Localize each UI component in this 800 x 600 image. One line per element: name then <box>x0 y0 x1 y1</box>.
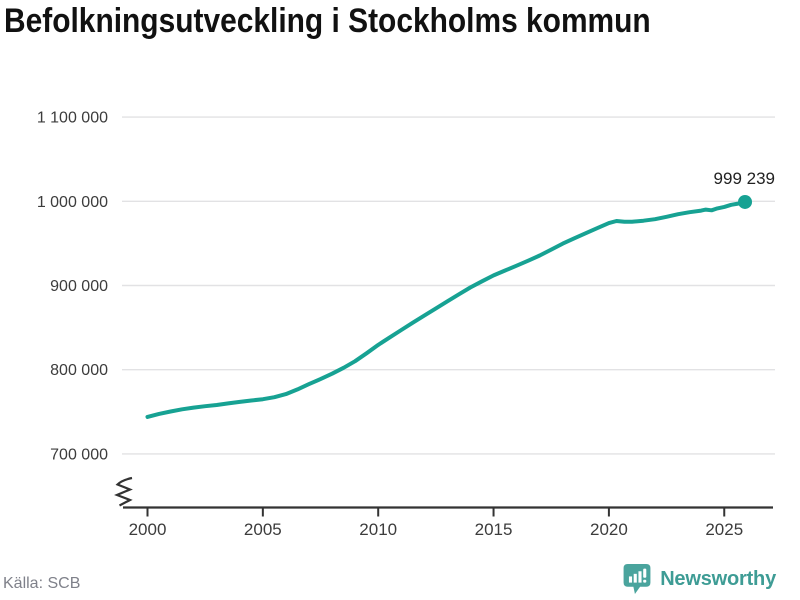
y-tick-label: 800 000 <box>50 362 108 379</box>
chart-title: Befolkningsutveckling i Stockholms kommu… <box>4 2 651 40</box>
x-tick-label: 2010 <box>359 520 397 539</box>
source-label: Källa: SCB <box>3 575 81 592</box>
endpoint-dot <box>738 194 753 209</box>
x-tick-label: 2025 <box>705 520 743 539</box>
y-tick-label: 900 000 <box>50 278 108 295</box>
newsworthy-wordmark: Newsworthy <box>660 567 776 590</box>
x-tick-label: 2005 <box>244 520 282 539</box>
bar-tall <box>638 571 642 583</box>
population-line <box>145 199 747 419</box>
x-tick-label: 2015 <box>475 520 513 539</box>
endpoint-label: 999 239 <box>714 169 775 188</box>
bar-medium <box>633 573 637 583</box>
newsworthy-icon <box>623 564 651 594</box>
axis-break-icon <box>114 476 133 507</box>
y-tick-label: 700 000 <box>50 446 108 463</box>
x-tick-label: 2020 <box>590 520 628 539</box>
newsworthy-logo: Newsworthy <box>622 563 776 595</box>
y-tick-label: 1 000 000 <box>37 194 108 211</box>
x-tick-label: 2000 <box>129 520 167 539</box>
exclamation-dot <box>643 579 647 583</box>
exclamation-stem <box>643 568 647 578</box>
bar-small <box>629 576 633 583</box>
y-tick-label: 1 100 000 <box>37 110 108 127</box>
